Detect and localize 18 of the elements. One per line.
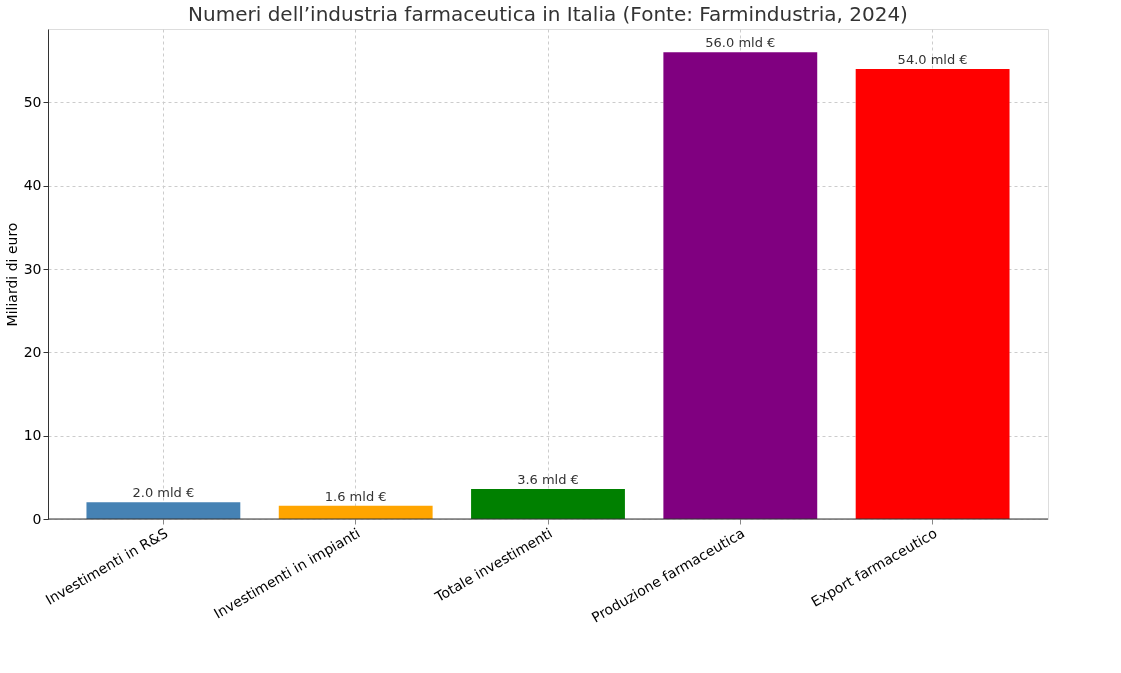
bar: [278, 505, 433, 519]
y-tick-label: 10: [23, 427, 42, 444]
data-label: 54.0 mld €: [897, 52, 968, 67]
data-label: 1.6 mld €: [324, 488, 387, 504]
y-tick-label: 30: [23, 260, 42, 277]
data-label: 2.0 mld €: [132, 485, 195, 501]
bar: [855, 69, 1010, 519]
y-axis-title: Miliardi di euro: [3, 222, 20, 327]
y-tick-label: 20: [23, 343, 42, 360]
y-tick-label: 0: [32, 510, 42, 527]
data-label: 56.0 mld €: [705, 35, 776, 51]
y-tick-label: 40: [23, 177, 42, 194]
bar: [471, 489, 625, 519]
y-tick-label: 50: [23, 93, 42, 110]
bar: [663, 52, 818, 519]
bar: [86, 502, 241, 519]
chart-title: Numeri dell’industria farmaceutica in Italia (Fonte: Farmindustria, 2024): [188, 2, 908, 26]
data-label: 3.6 mld €: [517, 472, 579, 487]
